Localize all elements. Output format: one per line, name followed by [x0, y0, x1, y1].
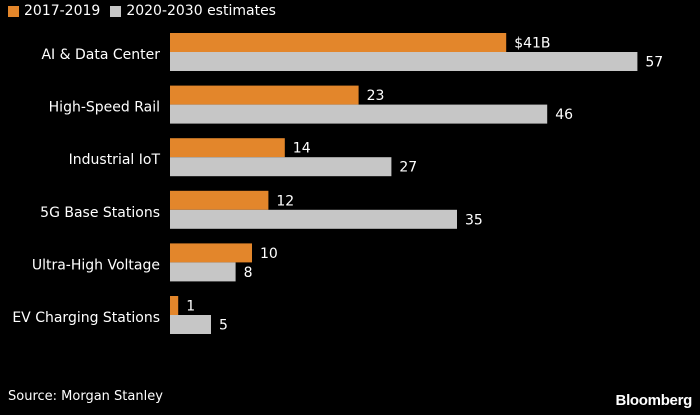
bar-series-2 — [170, 315, 211, 334]
data-label-series-1: 14 — [293, 141, 311, 157]
category-label: High-Speed Rail — [49, 100, 160, 116]
category-label: 5G Base Stations — [40, 205, 160, 221]
legend-swatch-series-2 — [110, 5, 122, 17]
data-label-series-2: 8 — [244, 265, 253, 281]
legend-label-series-2: 2020-2030 estimates — [126, 3, 276, 19]
data-label-series-1: 10 — [260, 246, 278, 262]
bar-series-2 — [170, 209, 457, 229]
bar-series-1 — [170, 243, 252, 263]
bar-series-1 — [170, 138, 285, 158]
category-label: Ultra-High Voltage — [32, 257, 160, 273]
data-label-series-1: $41B — [514, 36, 550, 52]
data-label-series-1: 12 — [276, 193, 294, 209]
bar-series-2 — [170, 262, 236, 282]
bar-series-1 — [170, 33, 507, 52]
data-label-series-2: 5 — [219, 318, 228, 334]
data-label-series-2: 57 — [645, 55, 663, 71]
legend-item-series-2: 2020-2030 estimates — [110, 1, 276, 21]
bar-series-2 — [170, 157, 392, 177]
data-label-series-1: 23 — [367, 88, 385, 104]
bar-series-2 — [170, 104, 548, 124]
source-note: Source: Morgan Stanley — [8, 389, 163, 404]
data-label-series-2: 35 — [465, 212, 483, 228]
category-label: EV Charging Stations — [12, 310, 160, 326]
data-label-series-2: 27 — [399, 160, 417, 176]
data-label-series-1: 1 — [186, 299, 195, 315]
legend-swatch-series-1 — [8, 5, 19, 17]
bar-series-2 — [170, 52, 638, 71]
bar-series-1 — [170, 85, 359, 105]
legend: 2017-2019 2020-2030 estimates — [8, 1, 286, 21]
legend-label-series-1: 2017-2019 — [24, 3, 101, 19]
bar-series-1 — [170, 190, 269, 210]
bar-series-1 — [170, 296, 179, 315]
data-label-series-2: 46 — [555, 107, 573, 123]
bloomberg-logo: Bloomberg — [615, 392, 693, 409]
category-label: Industrial IoT — [69, 152, 161, 168]
category-label: AI & Data Center — [41, 47, 160, 63]
legend-item-series-1: 2017-2019 — [8, 1, 100, 21]
